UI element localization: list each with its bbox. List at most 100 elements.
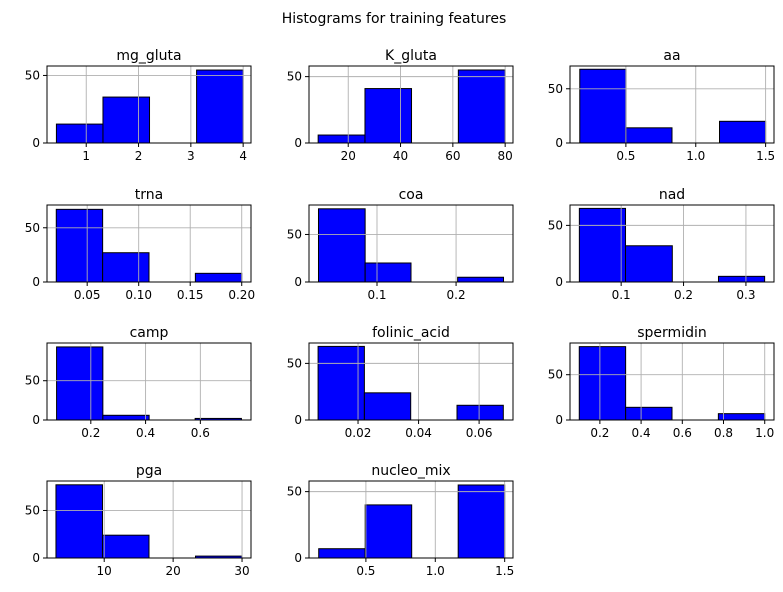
- subplot-title-pga: pga: [136, 463, 162, 479]
- x-tick-label-mg-gluta-3: 3: [187, 149, 195, 163]
- histogram-bar-aa-1: [579, 68, 627, 144]
- x-tick-label-k-gluta-1: 20: [341, 149, 356, 163]
- histogram-bar-nad-4: [717, 275, 766, 283]
- x-tick-label-k-gluta-2: 40: [393, 149, 408, 163]
- subplot-spermidin: spermidin 0.2 0.4 0.6 0.8 1.0 0 50: [548, 325, 775, 440]
- histogram-bar-trna-1: [55, 208, 104, 283]
- y-tick-label-nad-2: 50: [548, 218, 563, 232]
- subplot-pga: pga 10 20 30 0 50: [25, 463, 252, 578]
- axes-frame-spermidin: [569, 342, 775, 421]
- x-tick-label-trna-4: 0.20: [228, 288, 255, 302]
- axes-frame-coa: [308, 204, 514, 283]
- x-tick-label-camp-1: 0.2: [81, 426, 100, 440]
- y-tick-label-folinic-acid-2: 50: [287, 356, 302, 370]
- subplot-nucleo-mix: nucleo_mix 0.5 1.0 1.5 0 50: [287, 463, 515, 578]
- axes-frame-aa: [569, 65, 775, 144]
- axes-frame-trna: [46, 204, 252, 283]
- x-tick-label-mg-gluta-4: 4: [239, 149, 247, 163]
- x-tick-label-nucleo-mix-3: 1.5: [495, 564, 514, 578]
- y-tick-label-camp-2: 50: [25, 374, 40, 388]
- x-tick-label-aa-1: 0.5: [616, 149, 635, 163]
- histogram-bar-camp-2: [102, 414, 150, 421]
- histogram-bar-coa-4: [457, 276, 505, 283]
- x-tick-label-trna-1: 0.05: [74, 288, 101, 302]
- axes-frame-nad: [569, 204, 775, 283]
- histogram-bar-spermidin-2: [625, 406, 673, 421]
- y-tick-label-camp-1: 0: [32, 413, 40, 427]
- y-tick-label-pga-1: 0: [32, 551, 40, 565]
- subplot-aa: aa 0.5 1.0 1.5 0 50: [548, 48, 775, 163]
- y-tick-label-aa-2: 50: [548, 82, 563, 96]
- subplot-title-spermidin: spermidin: [637, 325, 706, 341]
- y-tick-label-k-gluta-1: 0: [294, 136, 302, 150]
- x-tick-label-mg-gluta-1: 1: [82, 149, 90, 163]
- figure-title: Histograms for training features: [282, 11, 507, 27]
- histogram-bar-mg-gluta-4: [196, 69, 244, 144]
- x-tick-label-trna-2: 0.10: [125, 288, 152, 302]
- histogram-bar-nad-2: [625, 245, 673, 283]
- axes-frame-nucleo-mix: [308, 480, 514, 559]
- x-tick-label-pga-2: 20: [165, 564, 180, 578]
- x-tick-label-spermidin-3: 0.6: [673, 426, 692, 440]
- subplot-title-nad: nad: [659, 187, 685, 203]
- x-tick-label-nad-2: 0.2: [674, 288, 693, 302]
- x-tick-label-trna-3: 0.15: [177, 288, 204, 302]
- x-tick-label-aa-3: 1.5: [756, 149, 775, 163]
- x-tick-label-k-gluta-4: 80: [498, 149, 513, 163]
- subplot-nad: nad 0.1 0.2 0.3 0 50: [548, 187, 775, 302]
- x-tick-label-spermidin-5: 1.0: [755, 426, 774, 440]
- y-tick-label-nucleo-mix-2: 50: [287, 485, 302, 499]
- x-tick-label-folinic-acid-3: 0.06: [466, 426, 493, 440]
- histogram-bar-camp-1: [56, 346, 104, 421]
- y-tick-label-spermidin-2: 50: [548, 368, 563, 382]
- x-tick-label-nad-1: 0.1: [612, 288, 631, 302]
- subplot-k-gluta: K_gluta 20 40 60 80 0 50: [287, 48, 514, 163]
- axes-frame-camp: [46, 342, 252, 421]
- histogram-bar-pga-2: [101, 534, 150, 559]
- histogram-bar-folinic-acid-4: [456, 404, 504, 421]
- subplot-title-camp: camp: [130, 325, 169, 341]
- histogram-bar-aa-2: [625, 127, 673, 144]
- subplot-title-aa: aa: [663, 48, 680, 64]
- y-tick-label-nucleo-mix-1: 0: [294, 551, 302, 565]
- histogram-bar-k-gluta-4: [457, 69, 506, 144]
- histogram-bar-trna-4: [194, 272, 243, 283]
- histogram-bar-nucleo-mix-4: [457, 484, 506, 559]
- histogram-bar-pga-1: [55, 484, 103, 559]
- x-tick-label-pga-3: 30: [234, 564, 249, 578]
- subplot-title-coa: coa: [399, 187, 424, 203]
- x-tick-label-nad-3: 0.3: [736, 288, 755, 302]
- x-tick-label-k-gluta-3: 60: [445, 149, 460, 163]
- histogram-bar-coa-1: [317, 208, 366, 283]
- histogram-bar-k-gluta-2: [364, 88, 413, 144]
- x-tick-label-aa-2: 1.0: [686, 149, 705, 163]
- histogram-bar-coa-2: [364, 262, 412, 283]
- x-tick-label-nucleo-mix-1: 0.5: [356, 564, 375, 578]
- subplot-folinic-acid: folinic_acid 0.02 0.04 0.06 0 50: [287, 325, 514, 440]
- subplot-title-mg-gluta: mg_gluta: [116, 48, 181, 64]
- y-tick-label-k-gluta-2: 50: [287, 70, 302, 84]
- histogram-bar-nad-1: [578, 207, 627, 283]
- x-tick-label-spermidin-2: 0.4: [632, 426, 651, 440]
- y-tick-label-trna-1: 0: [32, 275, 40, 289]
- axes-frame-k-gluta: [308, 65, 514, 144]
- y-tick-label-coa-2: 50: [287, 227, 302, 241]
- x-tick-label-nucleo-mix-2: 1.0: [426, 564, 445, 578]
- histogram-bar-nucleo-mix-2: [364, 504, 413, 559]
- x-tick-label-coa-1: 0.1: [367, 288, 386, 302]
- subplot-camp: camp 0.2 0.4 0.6 0 50: [25, 325, 252, 440]
- x-tick-label-mg-gluta-2: 2: [135, 149, 143, 163]
- histogram-bar-spermidin-4: [717, 413, 766, 421]
- subplot-title-trna: trna: [135, 187, 163, 203]
- axes-frame-folinic-acid: [308, 342, 514, 421]
- x-tick-label-pga-1: 10: [97, 564, 112, 578]
- x-tick-label-folinic-acid-2: 0.04: [405, 426, 432, 440]
- x-tick-label-coa-2: 0.2: [447, 288, 466, 302]
- x-tick-label-camp-2: 0.4: [136, 426, 155, 440]
- histogram-bar-trna-2: [102, 252, 150, 283]
- histogram-bar-aa-4: [719, 120, 767, 144]
- y-tick-label-mg-gluta-2: 50: [25, 68, 40, 82]
- histogram-bar-mg-gluta-2: [102, 96, 151, 144]
